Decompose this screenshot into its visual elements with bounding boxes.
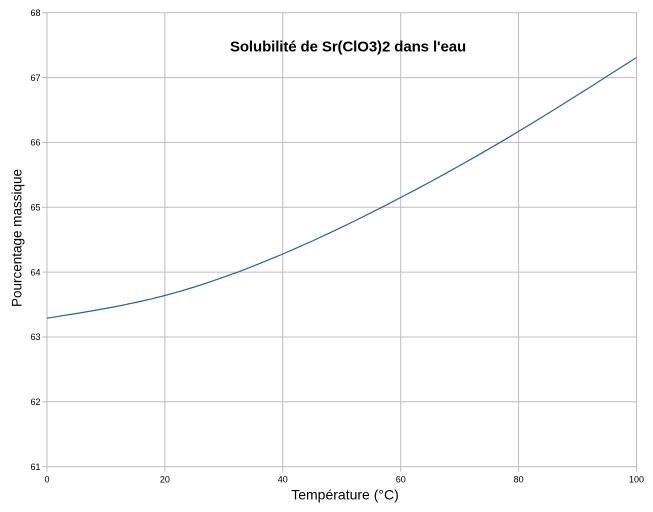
svg-text:Solubilité de Sr(ClO3)2 dans l: Solubilité de Sr(ClO3)2 dans l'eau xyxy=(230,38,466,55)
svg-text:67: 67 xyxy=(30,73,40,83)
svg-text:100: 100 xyxy=(629,474,644,484)
svg-text:Température (°C): Température (°C) xyxy=(291,487,399,503)
svg-text:Pourcentage massique: Pourcentage massique xyxy=(10,169,25,307)
svg-text:80: 80 xyxy=(514,474,524,484)
svg-text:61: 61 xyxy=(30,462,40,472)
svg-text:62: 62 xyxy=(30,397,40,407)
svg-text:66: 66 xyxy=(30,138,40,148)
svg-text:0: 0 xyxy=(44,474,49,484)
svg-text:68: 68 xyxy=(30,8,40,18)
svg-text:64: 64 xyxy=(30,267,40,277)
svg-text:60: 60 xyxy=(396,474,406,484)
svg-text:63: 63 xyxy=(30,332,40,342)
svg-text:40: 40 xyxy=(278,474,288,484)
svg-text:65: 65 xyxy=(30,203,40,213)
svg-text:20: 20 xyxy=(160,474,170,484)
